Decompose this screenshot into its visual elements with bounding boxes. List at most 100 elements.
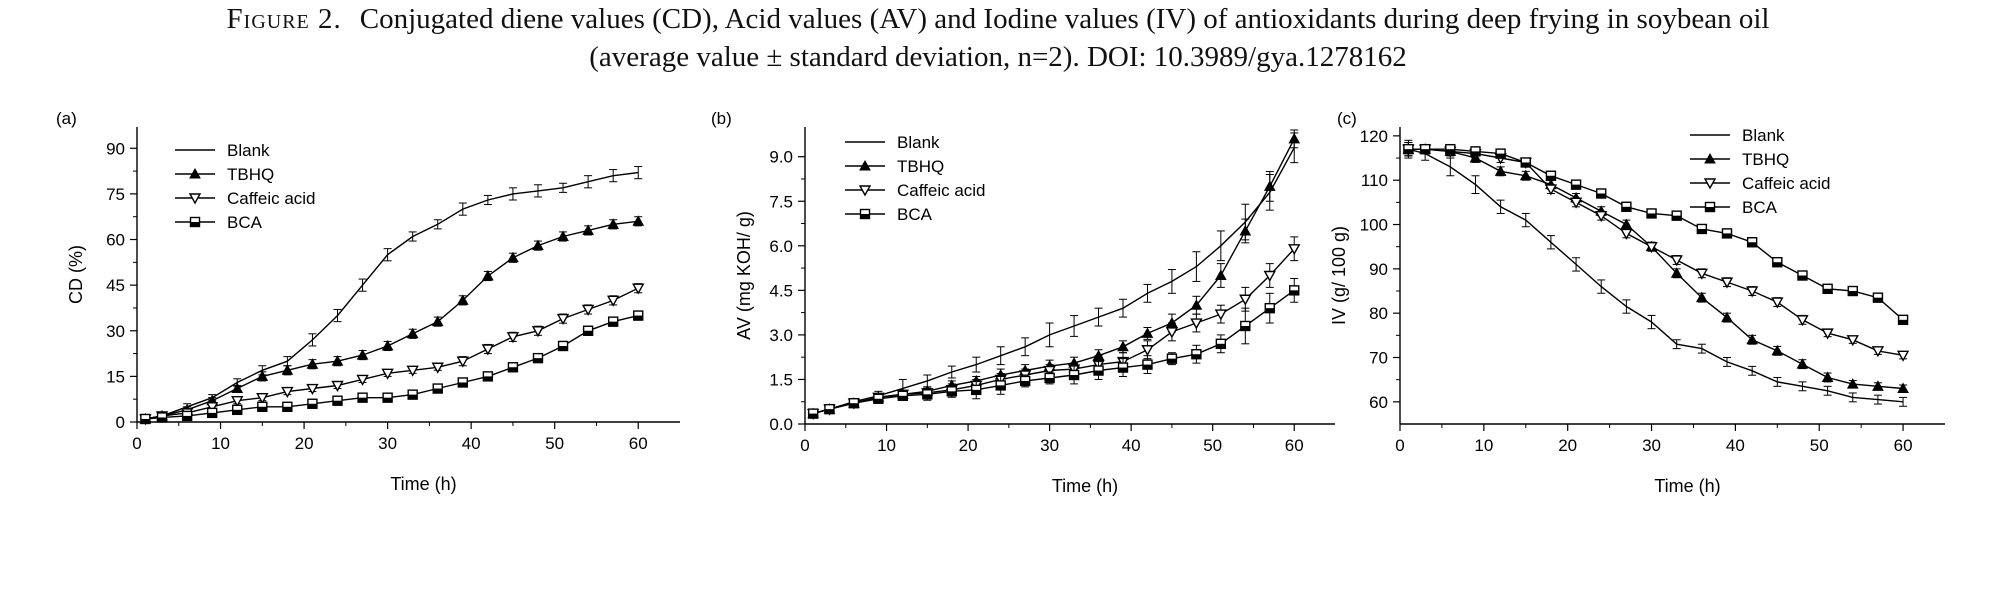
chart1-series-bca-point-6 (282, 401, 293, 412)
chart1-series-bca-point-13-fill (458, 382, 468, 387)
chart2-y-tick-label-5: 7.5 (769, 192, 793, 211)
chart3-series-caffeic-acid-point-17 (1821, 328, 1834, 340)
chart2-series-bca-point-15-fill (1167, 358, 1177, 364)
chart3-series-bca-point-16 (1797, 270, 1808, 281)
chart3-y-tick-label-4: 100 (1360, 216, 1388, 235)
chart3-series-bca-point-14 (1746, 237, 1758, 248)
chart1-series-bca-point-20-fill (633, 315, 643, 321)
caption-line-2: (average value ± standard deviation, n=2… (589, 41, 1407, 73)
chart1-series-caffeic-acid-point-15 (506, 332, 520, 344)
chart1-series-caffeic-acid-point-12 (431, 362, 444, 374)
chart3-legend-bca-marker (1704, 201, 1716, 213)
chart3-series-bca-point-11-fill (1672, 215, 1682, 221)
chart2-x-tick-label-50: 50 (1203, 436, 1222, 455)
chart2-legend-tbhq-label: TBHQ (897, 157, 944, 176)
chart1-series-caffeic-acid-point-4 (231, 396, 244, 408)
chart2-series-tbhq-point-18 (1239, 224, 1252, 236)
chart1-series-caffeic-acid-point-9 (356, 374, 369, 386)
chart1-series-blank-errorbar-15 (508, 187, 517, 201)
chart3-series-caffeic-acid-point-6 (1544, 184, 1558, 196)
chart1-series-caffeic-acid-point-19 (606, 295, 620, 307)
chart2-legend-bca-marker (859, 208, 871, 220)
chart3-series-bca-point-14-fill (1747, 242, 1757, 247)
chart2-series-blank-errorbar-7 (972, 356, 981, 373)
chart3-x-tick-label-50: 50 (1810, 436, 1829, 455)
chart2-series-bca-point-17-fill (1216, 343, 1226, 349)
chart3-legend-caffeic-acid-marker (1703, 178, 1717, 190)
chart3-legend: Blank TBHQ Caffeic acid BCA (1690, 126, 1831, 217)
chart3-series-bca-point-19 (1872, 292, 1884, 303)
chart1-series-caffeic-acid-point-18 (581, 304, 595, 316)
chart3-series-caffeic-acid-point-14 (1745, 286, 1759, 298)
chart1-series-blank-errorbar-20 (634, 166, 643, 180)
chart2-series-bca-point-10 (1044, 372, 1055, 384)
chart3-panel-label: (c) (1337, 112, 1357, 128)
chart1-series-blank-errorbar-19 (609, 169, 618, 183)
chart3-series-bca-point-1-fill (1420, 149, 1430, 154)
chart3-series-blank-errorbar-2 (1446, 157, 1455, 177)
chart1-series-blank-errorbar-13 (458, 202, 467, 216)
chart2-series-bca-point-11 (1068, 369, 1080, 381)
chart2-series-caffeic-acid-point-15 (1165, 327, 1179, 339)
chart2-series-bca-point-1 (824, 403, 835, 415)
chart3-series-bca-point-0-fill (1403, 149, 1413, 154)
chart3-legend-tbhq-marker (1704, 152, 1716, 164)
chart2-series-caffeic-acid-point-18 (1239, 294, 1252, 306)
chart2-y-tick-label-1: 1.5 (769, 370, 793, 389)
chart1-series-tbhq-point-4 (231, 382, 244, 394)
chart1-y-tick-label-2: 30 (106, 322, 125, 341)
chart3-series-blank-errorbar-20 (1899, 396, 1908, 407)
chart1-series-bca-point-8 (332, 395, 343, 406)
figure-caption: Figure 2. Conjugated diene values (CD), A… (0, 0, 1996, 76)
chart2-series-bca-point-14 (1142, 359, 1153, 370)
chart2-series-bca-point-6 (946, 386, 957, 397)
chart3-series-bca-point-17-fill (1823, 288, 1833, 294)
chart3-series-bca-point-20 (1897, 314, 1909, 326)
chart3-x-axis-label: Time (h) (1654, 476, 1720, 496)
chart3-series-blank-errorbar-15 (1773, 376, 1782, 387)
chart3-series-caffeic-acid-point-20 (1896, 350, 1910, 362)
chart3-series-tbhq (1402, 142, 1909, 394)
chart3-series-blank-errorbar-3 (1471, 175, 1480, 194)
chart2-y-tick-label-3: 4.5 (769, 281, 793, 300)
chart2-legend-caffeic-acid-marker (858, 185, 872, 197)
chart3-series-bca-point-10 (1646, 208, 1657, 219)
chart1-series-tbhq-point-14 (482, 269, 494, 281)
chart2-series-tbhq-point-20 (1288, 132, 1301, 144)
chart3-series-bca-point-0 (1403, 143, 1414, 155)
chart1-series-bca-point-1-fill (157, 417, 167, 422)
chart3-series-bca-point-13-fill (1722, 233, 1732, 238)
chart2-series-bca-point-0 (807, 408, 819, 419)
chart1-series-bca-point-1 (156, 412, 168, 423)
chart1-series-bca-point-11-fill (408, 394, 418, 400)
chart1-series-bca-point-5-fill (257, 406, 267, 412)
caption-text-1: Conjugated diene values (CD), Acid value… (359, 3, 1770, 35)
chart3-series-bca-point-15-fill (1772, 262, 1782, 267)
chart3-series-bca-point-13 (1721, 228, 1733, 239)
chart3-series-bca-point-15 (1772, 257, 1783, 268)
chart3-x-tick-label-30: 30 (1642, 436, 1661, 455)
chart3-series-tbhq-point-12 (1695, 291, 1708, 303)
chart2-series-caffeic-acid-point-10 (1043, 365, 1056, 377)
chart1-series-caffeic-acid (139, 283, 645, 426)
chart2-series-blank-errorbar-10 (1045, 322, 1054, 348)
chart3-series-bca-point-1 (1419, 143, 1431, 155)
chart3-series-bca-point-8 (1596, 188, 1607, 199)
chart2-x-tick-label-20: 20 (959, 436, 978, 455)
chart1-series-tbhq-point-13 (456, 294, 469, 305)
chart1-series-caffeic-acid-point-16 (531, 326, 545, 338)
chart1-series-blank-line (145, 171, 639, 420)
chart1-series-caffeic-acid-point-10 (381, 368, 394, 380)
chart3-series-caffeic-acid-point-7 (1569, 197, 1583, 209)
chart2-series-bca-point-15 (1166, 353, 1178, 364)
chart3-series-blank-errorbar-8 (1597, 279, 1606, 294)
chart2-y-tick-label-2: 3.0 (769, 326, 793, 345)
chart1-series-bca-point-5 (257, 401, 268, 412)
chart2-y-axis-label: AV (mg KOH/ g) (734, 211, 754, 340)
chart1-series-tbhq-point-17 (557, 230, 569, 241)
chart2-series-bca-point-14-fill (1142, 364, 1152, 370)
chart2-series-bca-point-10-fill (1045, 377, 1055, 383)
chart3-series-bca-point-20-fill (1898, 319, 1908, 325)
chart2-series-bca-point-18-fill (1240, 325, 1250, 331)
chart1-series-bca-point-16 (532, 352, 544, 364)
